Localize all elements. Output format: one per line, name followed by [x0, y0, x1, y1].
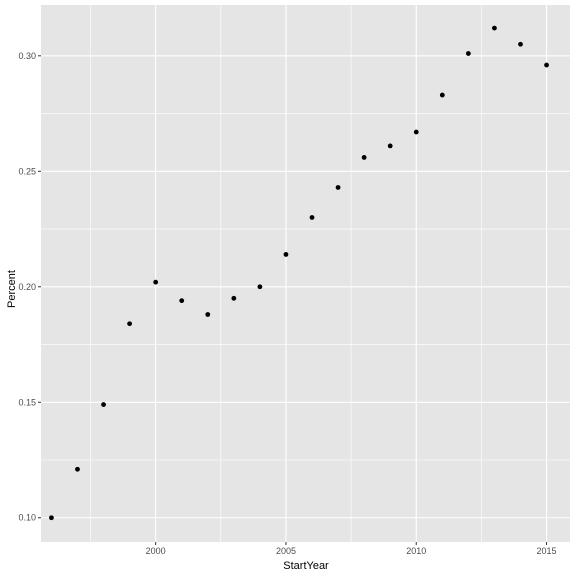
x-tick-label: 2000 [146, 546, 166, 556]
y-tick-label: 0.20 [18, 282, 36, 292]
x-axis: 2000 2005 2010 2015 [146, 542, 557, 556]
data-point [257, 284, 263, 290]
data-point [465, 51, 471, 56]
data-point [361, 155, 367, 160]
plot-panel [41, 5, 570, 542]
data-point [283, 252, 289, 257]
data-point [492, 25, 497, 31]
data-point [335, 185, 341, 190]
minor-gridlines [41, 5, 570, 542]
data-point [75, 466, 80, 472]
x-axis-title: StartYear [283, 560, 329, 572]
data-points [49, 25, 549, 521]
x-tick-label: 2005 [276, 546, 296, 556]
y-tick-label: 0.10 [18, 513, 36, 523]
x-tick-label: 2010 [406, 546, 426, 556]
data-point [49, 515, 54, 521]
y-axis: 0.10 0.15 0.20 0.25 0.30 [18, 51, 41, 523]
data-point [205, 312, 211, 317]
x-tick-label: 2015 [537, 546, 557, 556]
data-point [387, 143, 393, 149]
data-point [153, 279, 159, 285]
y-tick-label: 0.30 [18, 51, 36, 61]
data-point [179, 298, 185, 304]
data-point [439, 92, 445, 98]
y-tick-label: 0.15 [18, 397, 36, 407]
data-point [544, 62, 549, 68]
data-point [518, 41, 523, 47]
data-point [101, 402, 106, 407]
data-point [231, 295, 237, 301]
y-tick-label: 0.25 [18, 166, 36, 176]
y-axis-title: Percent [6, 270, 18, 308]
major-gridlines [41, 5, 570, 542]
data-point [309, 215, 315, 220]
data-point [127, 321, 133, 327]
data-point [413, 129, 419, 135]
